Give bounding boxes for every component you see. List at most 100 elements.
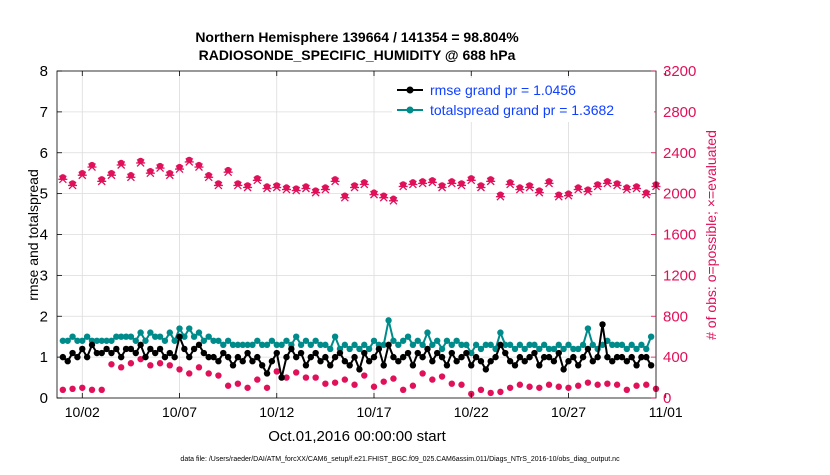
rmse-marker (356, 366, 363, 373)
y-tick-label-right: 1600 (663, 227, 696, 244)
obs-possible-marker (186, 370, 193, 377)
totalspread-marker (122, 333, 130, 340)
obs-possible-marker (633, 382, 640, 389)
obs-possible-marker (263, 384, 271, 391)
rmse-marker (137, 341, 144, 349)
rmse-marker (482, 366, 490, 373)
obs-evaluated-marker (320, 185, 330, 194)
obs-evaluated-marker (252, 176, 262, 185)
obs-evaluated-marker (155, 164, 165, 173)
obs-evaluated-marker (525, 183, 535, 192)
obs-possible-marker (283, 374, 290, 381)
obs-possible-marker (516, 381, 524, 388)
rmse-marker (103, 345, 110, 353)
rmse-marker (575, 362, 582, 369)
totalspread-marker (79, 337, 86, 344)
rmse-marker (176, 333, 183, 340)
totalspread-marker (521, 345, 528, 353)
obs-possible-marker (137, 355, 144, 363)
totalspread-marker (487, 341, 494, 349)
obs-possible-marker (59, 386, 67, 394)
obs-possible-marker (127, 360, 135, 367)
totalspread-marker (424, 329, 431, 336)
rmse-marker (399, 353, 407, 361)
legend-box (392, 78, 654, 122)
obs-possible-marker (254, 376, 261, 383)
obs-evaluated-marker (184, 157, 194, 166)
obs-possible-marker (117, 364, 125, 371)
obs-possible-marker (234, 380, 242, 387)
rmse-marker (152, 349, 159, 357)
obs-evaluated-marker (437, 183, 447, 192)
obs-possible-marker (361, 372, 368, 379)
totalspread-marker (317, 341, 324, 349)
obs-possible-marker (584, 379, 592, 386)
y-axis-label-left: rmse and totalspread (25, 169, 41, 301)
rmse-marker (492, 353, 499, 361)
rmse-marker (239, 358, 246, 365)
obs-evaluated-marker (476, 183, 486, 192)
rmse-marker (288, 345, 295, 353)
obs-evaluated-marker (330, 177, 340, 186)
rmse-marker (555, 349, 562, 357)
rmse-marker (327, 362, 334, 369)
obs-possible-marker (273, 368, 280, 375)
rmse-marker (424, 345, 431, 353)
rmse-marker (468, 362, 475, 369)
obs-evaluated-marker (291, 186, 301, 195)
obs-possible-marker (322, 380, 329, 387)
obs-possible-marker (487, 389, 494, 397)
rmse-marker (638, 353, 645, 361)
obs-possible-marker (108, 361, 115, 368)
rmse-marker (64, 358, 71, 365)
totalspread-marker (69, 333, 76, 340)
totalspread-marker (273, 341, 280, 349)
obs-possible-marker (458, 381, 465, 388)
obs-evaluated-marker (204, 173, 214, 182)
rmse-marker (336, 349, 344, 357)
rmse-marker (322, 353, 329, 361)
rmse-marker (560, 366, 567, 373)
rmse-marker (205, 353, 212, 361)
totalspread-marker (215, 337, 222, 344)
totalspread-marker (482, 341, 490, 349)
obs-evaluated-marker (58, 175, 68, 184)
totalspread-marker (234, 341, 242, 349)
legend: rmse grand pr = 1.0456 totalspread grand… (392, 78, 654, 122)
y-tick-label-right: 800 (663, 308, 688, 325)
totalspread-marker (186, 325, 193, 332)
rmse-marker (472, 353, 480, 361)
totalspread-marker (570, 345, 577, 353)
rmse-marker (307, 353, 314, 361)
totalspread-marker (147, 329, 154, 336)
rmse-marker (117, 353, 125, 361)
obs-evaluated-marker (641, 190, 651, 199)
rmse-marker (545, 353, 553, 361)
rmse-marker (249, 358, 256, 365)
totalspread-marker (220, 341, 227, 349)
obs-evaluated-marker (116, 161, 126, 169)
rmse-marker (346, 362, 353, 369)
totalspread-marker (531, 341, 538, 349)
totalspread-marker (74, 337, 81, 344)
obs-evaluated-marker (593, 182, 603, 191)
totalspread-marker (268, 337, 276, 344)
totalspread-marker (638, 341, 645, 349)
totalspread-marker (103, 337, 110, 344)
obs-evaluated-marker (281, 185, 291, 194)
totalspread-marker (443, 337, 451, 344)
rmse-marker (618, 353, 626, 361)
totalspread-marker (152, 333, 159, 340)
rmse-marker (142, 353, 149, 361)
totalspread-marker (618, 341, 626, 349)
totalspread-marker (98, 337, 105, 344)
rmse-marker (540, 353, 548, 361)
totalspread-marker (205, 333, 212, 340)
rmse-marker (438, 353, 446, 361)
obs-possible-marker (244, 384, 251, 391)
totalspread-marker (356, 345, 363, 353)
obs-possible-marker (79, 384, 86, 391)
obs-evaluated-marker (213, 181, 223, 190)
rmse-marker (127, 345, 135, 353)
obs-evaluated-marker (612, 181, 622, 190)
